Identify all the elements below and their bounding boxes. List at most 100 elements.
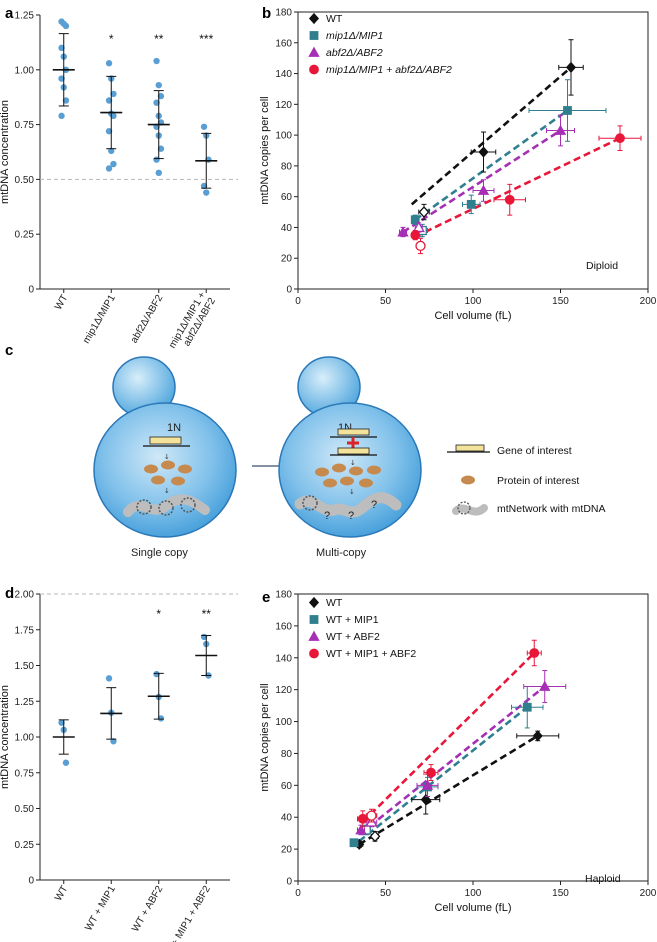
data-point [153, 670, 160, 678]
y-tick-label: 20 [281, 845, 293, 856]
data-point [504, 194, 515, 205]
data-point [418, 206, 430, 219]
y-axis-label: mtDNA concentration [0, 100, 11, 204]
legend-label: WT [326, 597, 343, 609]
protein [332, 463, 346, 473]
panel-label-b: b [262, 5, 271, 22]
gene-box [337, 447, 370, 455]
x-tick-label: 0 [295, 888, 301, 899]
x-tick-label: 150 [552, 296, 569, 307]
x-tick-label: mip1Δ/MIP1 +abf2Δ/ABF2 [167, 290, 218, 356]
y-tick-label: 0 [286, 877, 292, 888]
y-axis-label: mtDNA copies per cell [259, 683, 271, 791]
y-tick-label: 140 [275, 653, 292, 664]
chart-b: 0 50 100 150 200 0 20 40 60 80 100 120 140 160 180 Cell… [259, 8, 657, 323]
legend-label: WT + MIP1 [326, 614, 379, 626]
chart-a: 0 0.25 0.50 0.75 1.00 1.25 mtDNA concentration… [0, 11, 238, 356]
x-tick-label-line: WT + MIP1 + ABF2 [160, 884, 213, 942]
y-axis-label: mtDNA copies per cell [259, 96, 271, 204]
protein [315, 467, 329, 477]
data-point [108, 147, 115, 155]
protein [323, 478, 337, 488]
y-tick-label: 20 [281, 254, 293, 265]
significance-label: *** [199, 32, 213, 46]
y-tick-label: 100 [275, 717, 292, 728]
y-tick-label: 160 [275, 38, 292, 49]
y-tick-label: 0.75 [15, 120, 35, 131]
data-point [157, 715, 165, 722]
data-point [349, 838, 359, 848]
x-tick-label: 50 [380, 888, 392, 899]
x-tick-label-line: abf2Δ/ABF2 [129, 293, 166, 346]
gene-box [149, 436, 182, 445]
data-point [58, 44, 65, 52]
single-copy-caption: Single copy [131, 547, 188, 559]
data-point [155, 169, 162, 177]
y-tick-label: 180 [275, 8, 292, 19]
data-point [200, 182, 208, 190]
x-axis-label: Cell volume (fL) [434, 902, 511, 914]
data-point [563, 106, 572, 115]
plus-icon [347, 437, 359, 449]
data-point [397, 226, 409, 237]
arrow-down-icon: ↓ [164, 453, 170, 461]
legend-network-label: mtNetwork with mtDNA [497, 503, 606, 515]
data-point [532, 730, 543, 742]
data-point [309, 64, 319, 75]
data-point [157, 92, 165, 100]
x-tick-label-line: WT + ABF2 [130, 884, 165, 934]
panel-label-e: e [262, 589, 270, 606]
x-tick-label: WT [53, 293, 70, 312]
legend-label: WT [326, 13, 343, 25]
data-point [200, 123, 208, 130]
trend-line [361, 652, 536, 823]
y-tick-label: 120 [275, 100, 292, 111]
data-point [421, 779, 434, 790]
data-point [203, 189, 210, 196]
data-point [466, 199, 476, 209]
data-point [554, 124, 567, 135]
protein [349, 466, 363, 476]
mother-cell [93, 402, 237, 538]
x-tick-label: WT + MIP1 + ABF2 [160, 884, 213, 942]
arrow-down-icon: ↓ [349, 488, 355, 496]
data-point [308, 46, 320, 57]
data-point [110, 90, 117, 98]
multi-copy-cell: 1N ↓ ↓ ? ? ? [278, 356, 422, 538]
data-point [105, 97, 113, 104]
legend-nucleoid-icon [457, 501, 471, 515]
legend-label: mip1Δ/MIP1 [326, 30, 383, 42]
protein [340, 476, 354, 486]
legend-label: abf2Δ/ABF2 [326, 47, 383, 59]
legend-gene-label: Gene of interest [497, 445, 572, 457]
data-point [369, 830, 381, 843]
data-point [309, 31, 319, 40]
y-tick-label: 1.25 [15, 697, 35, 708]
data-point [153, 99, 160, 106]
y-tick-label: 0.25 [15, 840, 35, 851]
x-tick-label: 200 [640, 888, 657, 899]
arrow-down-icon: ↓ [350, 459, 356, 467]
data-point [357, 813, 368, 824]
legend-label: WT + MIP1 + ABF2 [326, 648, 416, 660]
data-point [565, 61, 577, 73]
y-tick-label: 0 [28, 285, 34, 296]
mtdna-nucleoid [158, 500, 174, 516]
data-point [105, 127, 113, 135]
data-point [58, 719, 65, 726]
x-tick-label: 150 [552, 888, 569, 899]
protein [359, 478, 373, 488]
x-tick-label-line: mip1Δ/MIP1 [81, 293, 118, 346]
multi-copy-caption: Multi-copy [316, 547, 367, 559]
data-point [539, 680, 551, 691]
chart-e: 0 50 100 150 200 0 20 40 60 80 100 120 140 160 180 Cell… [259, 590, 657, 915]
y-tick-label: 0.50 [15, 175, 35, 186]
data-point [105, 165, 113, 172]
y-tick-label: 2.00 [15, 590, 35, 601]
x-tick-label: 100 [465, 888, 482, 899]
unknown-marker: ? [324, 510, 330, 522]
haploid-label: Haploid [585, 873, 621, 885]
data-point [478, 146, 489, 158]
protein [171, 476, 185, 486]
